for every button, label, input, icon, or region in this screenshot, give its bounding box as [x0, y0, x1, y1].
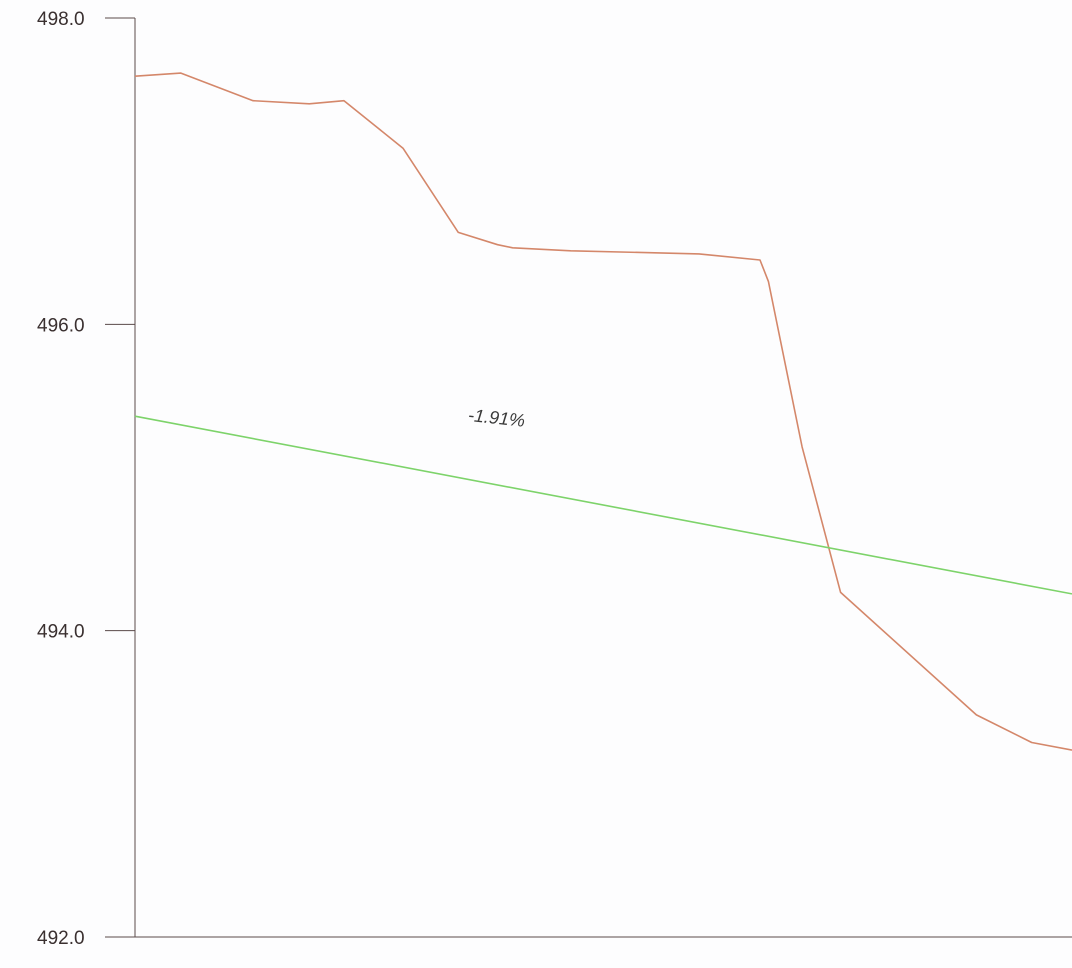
- trend-annotation: -1.91%: [467, 405, 526, 431]
- data-series-line: [134, 72, 1072, 751]
- series-group: [134, 72, 1072, 751]
- trend-line: [134, 415, 1072, 595]
- y-tick-label: 494.0: [37, 622, 85, 643]
- y-ticks: 492.0 494.0 496.0 498.0: [37, 9, 135, 949]
- y-tick-label: 496.0: [37, 315, 85, 336]
- y-tick-label: 498.0: [37, 9, 85, 30]
- annotations: -1.91%: [467, 405, 526, 431]
- y-tick-label: 492.0: [37, 928, 85, 949]
